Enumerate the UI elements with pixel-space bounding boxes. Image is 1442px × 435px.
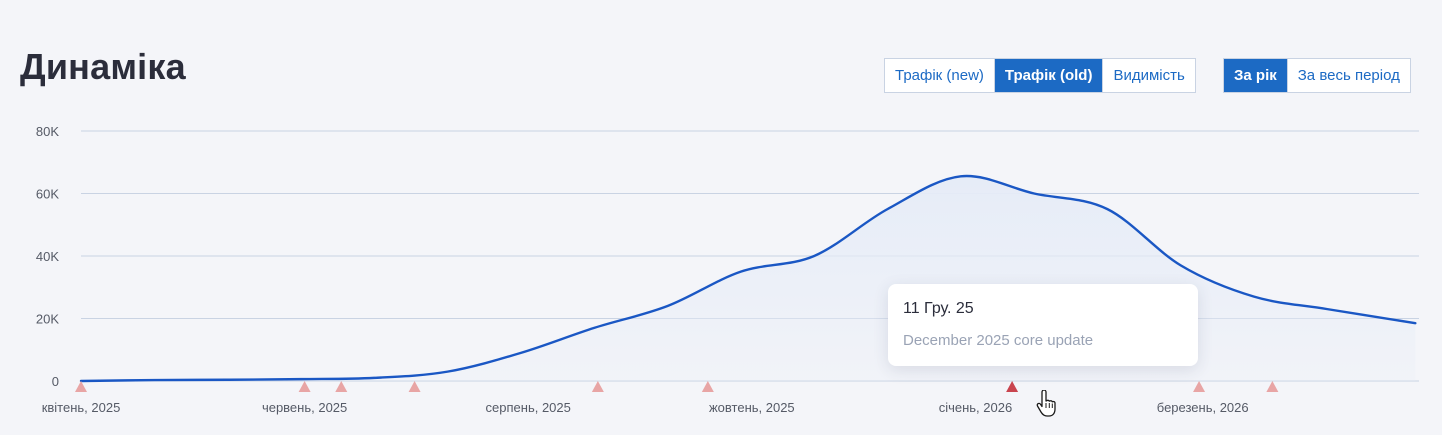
period-all-button[interactable]: За весь період — [1286, 59, 1410, 92]
x-tick-label: березень, 2026 — [1157, 400, 1249, 415]
tooltip-event: December 2025 core update — [903, 332, 1094, 349]
event-marker[interactable] — [75, 381, 87, 392]
event-marker-active[interactable] — [1006, 381, 1019, 392]
x-tick-label: серпень, 2025 — [486, 400, 571, 415]
traffic-new-button[interactable]: Трафік (new) — [895, 67, 984, 84]
event-tooltip: 11 Гру. 25 December 2025 core update — [888, 284, 1198, 366]
y-tick-label: 20K — [36, 312, 59, 327]
x-tick-label: січень, 2026 — [939, 400, 1013, 415]
event-marker[interactable] — [591, 381, 604, 392]
y-tick-label: 40K — [36, 249, 59, 264]
event-marker[interactable] — [701, 381, 714, 392]
metric-toggle: Трафік (new) Трафік (old) Видимість — [884, 58, 1196, 93]
series-line — [79, 174, 1417, 383]
event-marker[interactable] — [408, 381, 421, 392]
period-toggle: За рік За весь період — [1223, 58, 1411, 93]
period-year-button[interactable]: За рік — [1224, 59, 1287, 92]
tooltip-date: 11 Гру. 25 — [903, 300, 974, 317]
traffic-old-button[interactable]: Трафік (old) — [993, 59, 1103, 92]
page-title: Динаміка — [20, 46, 186, 87]
y-tick-label: 60K — [36, 187, 59, 202]
event-marker[interactable] — [298, 381, 311, 392]
y-tick-label: 80K — [36, 124, 59, 139]
y-tick-label: 0 — [52, 374, 59, 389]
series-area — [81, 175, 1416, 381]
event-marker[interactable] — [335, 381, 348, 392]
event-marker[interactable] — [1266, 381, 1279, 392]
x-tick-label: червень, 2025 — [262, 400, 347, 415]
visibility-button[interactable]: Видимість — [1102, 59, 1194, 92]
event-marker[interactable] — [1193, 381, 1206, 392]
x-tick-label: жовтень, 2025 — [709, 400, 795, 415]
x-tick-label: квітень, 2025 — [42, 400, 121, 415]
hand-pointer-icon — [1036, 390, 1056, 417]
